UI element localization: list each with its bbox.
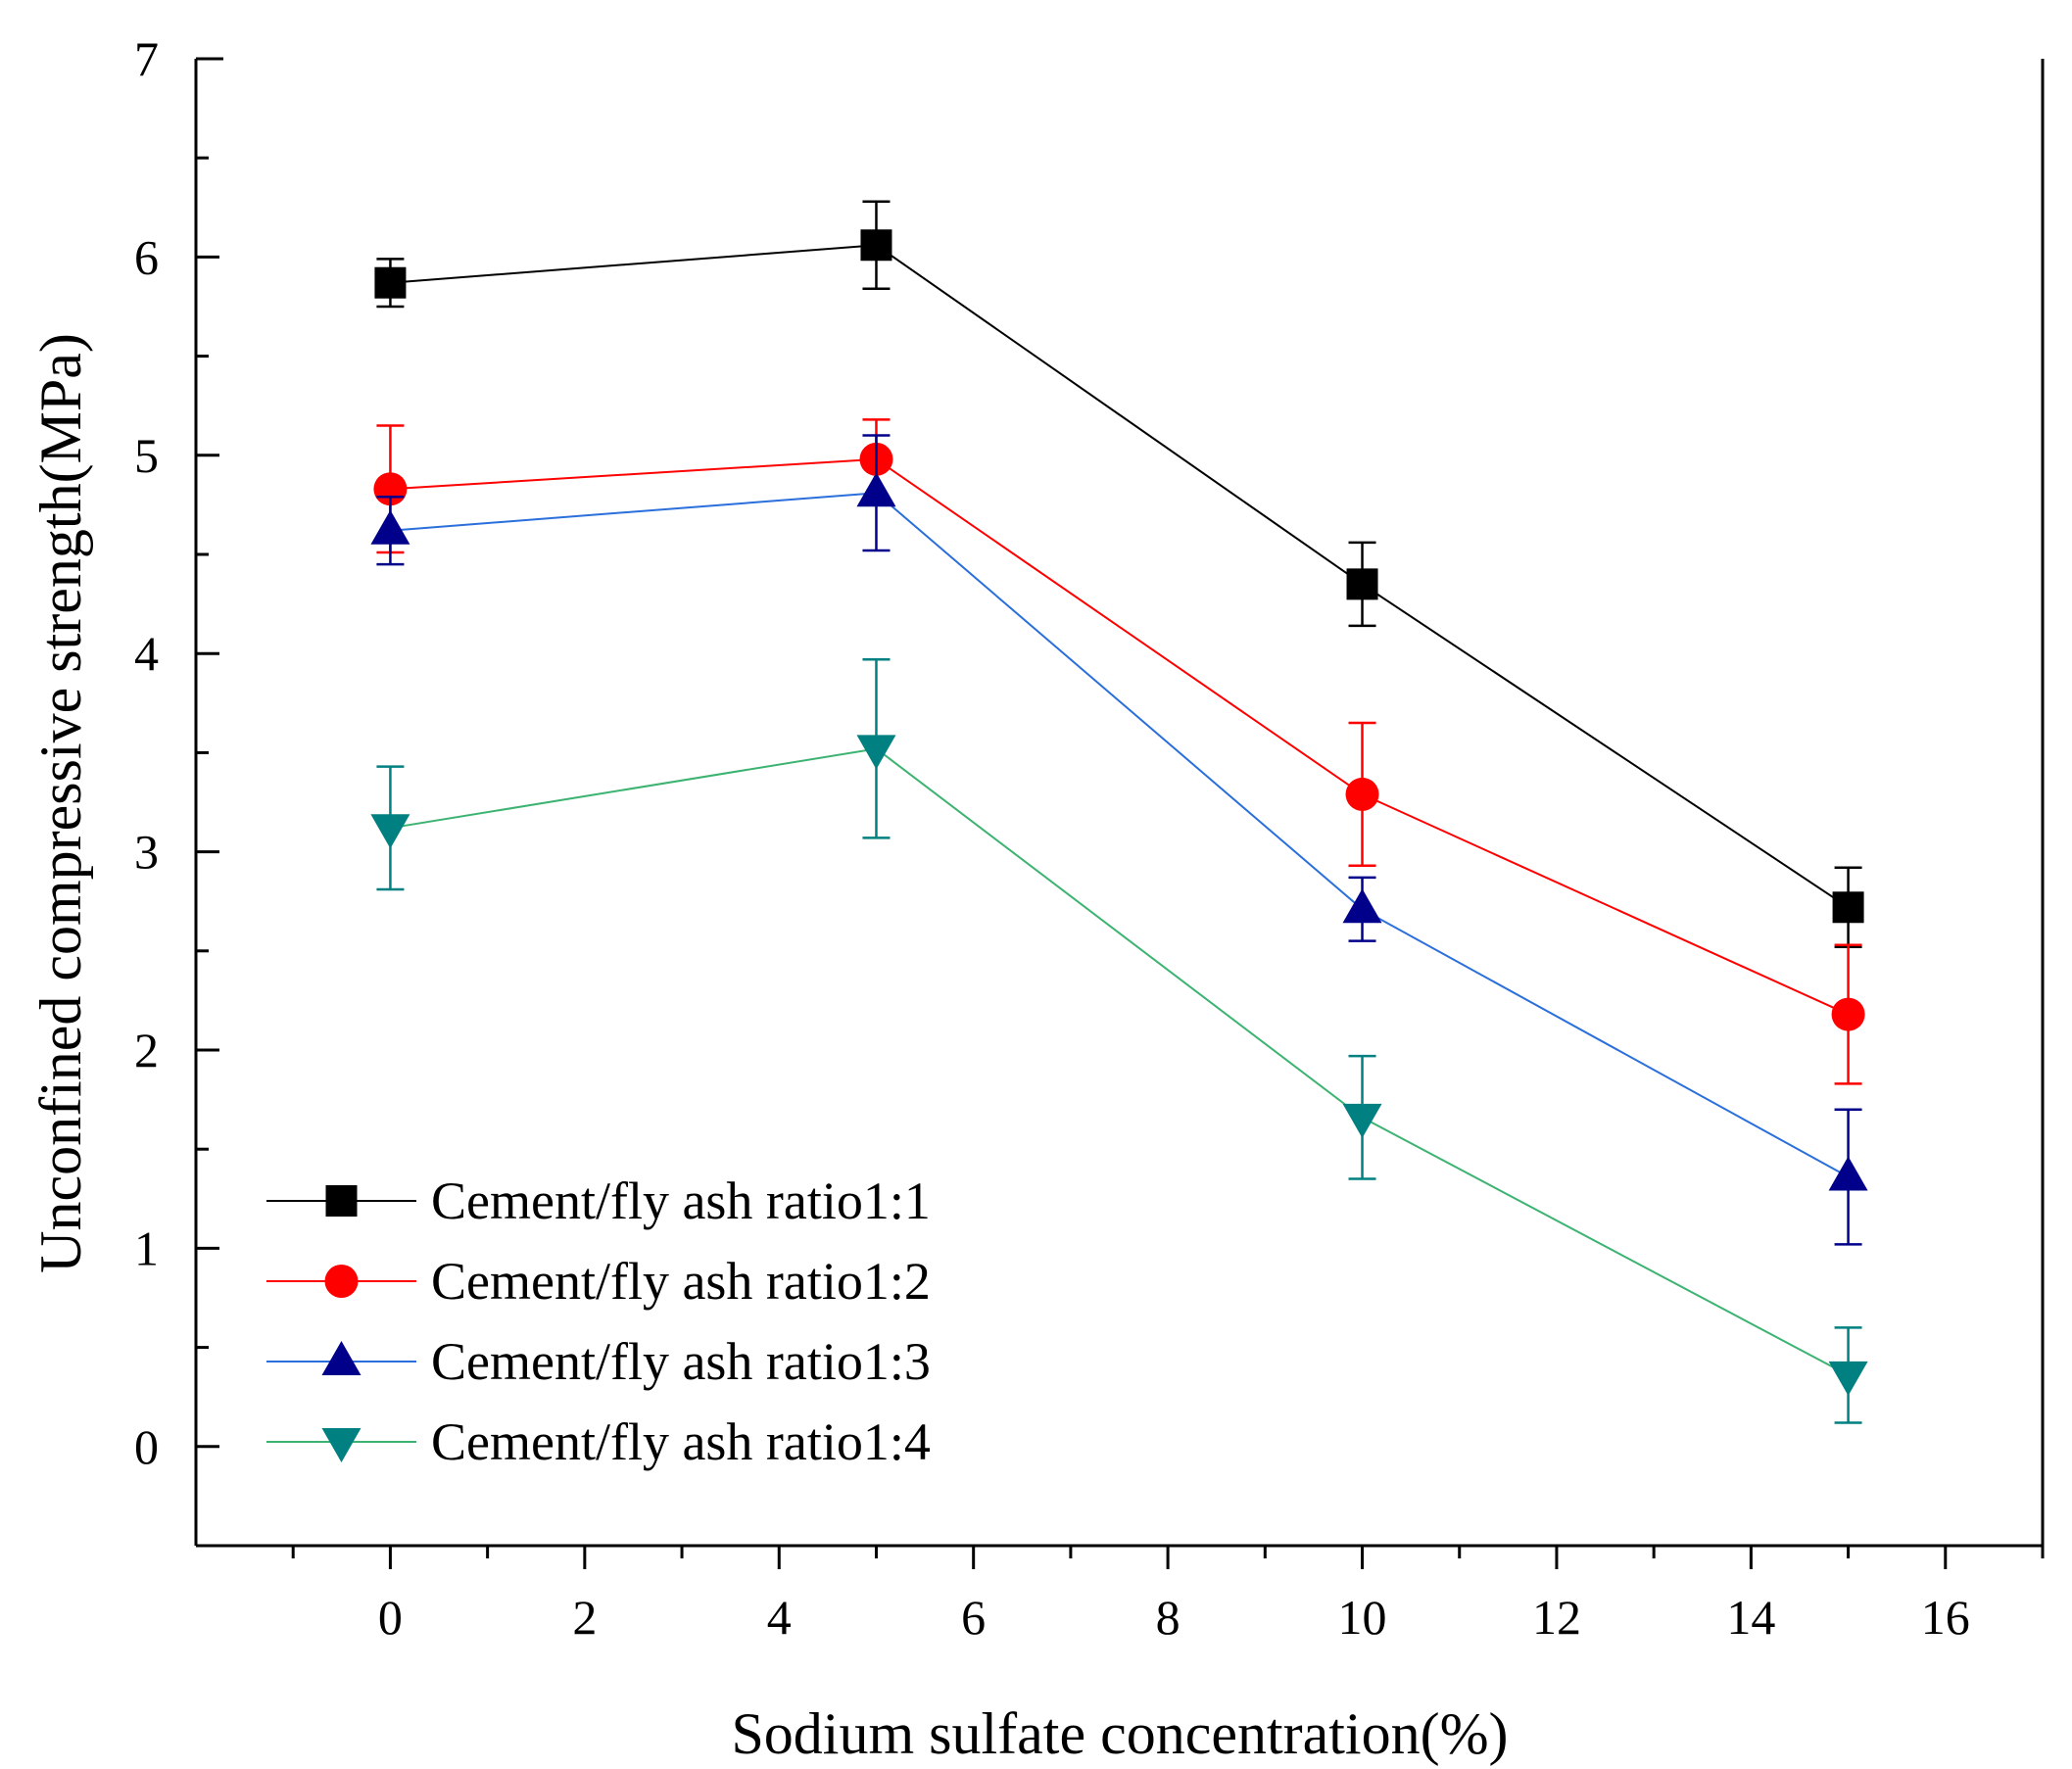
data-point xyxy=(1828,1361,1868,1396)
data-point xyxy=(1342,1103,1382,1138)
x-tick-label: 6 xyxy=(961,1590,986,1645)
x-tick-label: 2 xyxy=(572,1590,597,1645)
y-tick-label: 5 xyxy=(134,428,159,483)
legend-entry-4: Cement/fly ash ratio1:4 xyxy=(266,1412,931,1471)
series-4 xyxy=(370,658,1868,1424)
legend-marker xyxy=(321,1341,361,1375)
data-point xyxy=(370,509,410,545)
data-point xyxy=(1828,1156,1868,1191)
data-point xyxy=(1346,568,1378,600)
y-tick-label: 6 xyxy=(134,229,159,284)
legend-marker xyxy=(324,1265,359,1298)
y-tick-label: 7 xyxy=(134,31,159,86)
data-point xyxy=(374,266,407,299)
legend-marker xyxy=(321,1428,361,1462)
data-point xyxy=(1832,891,1864,924)
series-layer xyxy=(370,200,1868,1424)
y-tick-label: 2 xyxy=(134,1023,159,1077)
data-point xyxy=(370,814,410,849)
data-point xyxy=(856,472,896,507)
y-tick-label: 1 xyxy=(134,1220,159,1275)
y-tick-label: 4 xyxy=(134,626,159,681)
legend-label: Cement/fly ash ratio1:3 xyxy=(431,1332,931,1391)
data-point xyxy=(1831,997,1865,1031)
legend-label: Cement/fly ash ratio1:2 xyxy=(431,1252,931,1311)
x-tick-label: 10 xyxy=(1338,1590,1387,1645)
legend-marker xyxy=(325,1185,358,1217)
series-1 xyxy=(374,200,1864,949)
legend-label: Cement/fly ash ratio1:1 xyxy=(431,1171,931,1230)
legend-entry-3: Cement/fly ash ratio1:3 xyxy=(266,1332,931,1391)
x-tick-label: 8 xyxy=(1156,1590,1181,1645)
series-line xyxy=(390,747,1850,1376)
x-tick-label: 4 xyxy=(767,1590,792,1645)
series-line xyxy=(390,244,1850,909)
legend-label: Cement/fly ash ratio1:4 xyxy=(431,1412,931,1471)
x-tick-label: 16 xyxy=(1921,1590,1970,1645)
legend: Cement/fly ash ratio1:1 Cement/fly ash ra… xyxy=(266,1171,931,1471)
y-axis-title: Unconfined compressive strength(MPa) xyxy=(28,333,93,1273)
x-tick-label: 14 xyxy=(1726,1590,1775,1645)
y-tick-label: 3 xyxy=(134,825,159,880)
data-point xyxy=(856,735,896,770)
data-point xyxy=(1342,888,1382,924)
y-tick-label: 0 xyxy=(134,1419,159,1474)
series-2 xyxy=(373,418,1865,1085)
legend-entry-1: Cement/fly ash ratio1:1 xyxy=(266,1171,931,1230)
data-point xyxy=(1345,777,1379,811)
x-axis-title: Sodium sulfate concentration(%) xyxy=(731,1701,1508,1766)
x-tick-label: 12 xyxy=(1532,1590,1581,1645)
series-3 xyxy=(370,434,1868,1246)
data-point xyxy=(860,229,892,262)
x-tick-label: 0 xyxy=(378,1590,403,1645)
legend-entry-2: Cement/fly ash ratio1:2 xyxy=(266,1252,931,1311)
series-line xyxy=(390,457,1849,1016)
series-line xyxy=(390,492,1850,1178)
